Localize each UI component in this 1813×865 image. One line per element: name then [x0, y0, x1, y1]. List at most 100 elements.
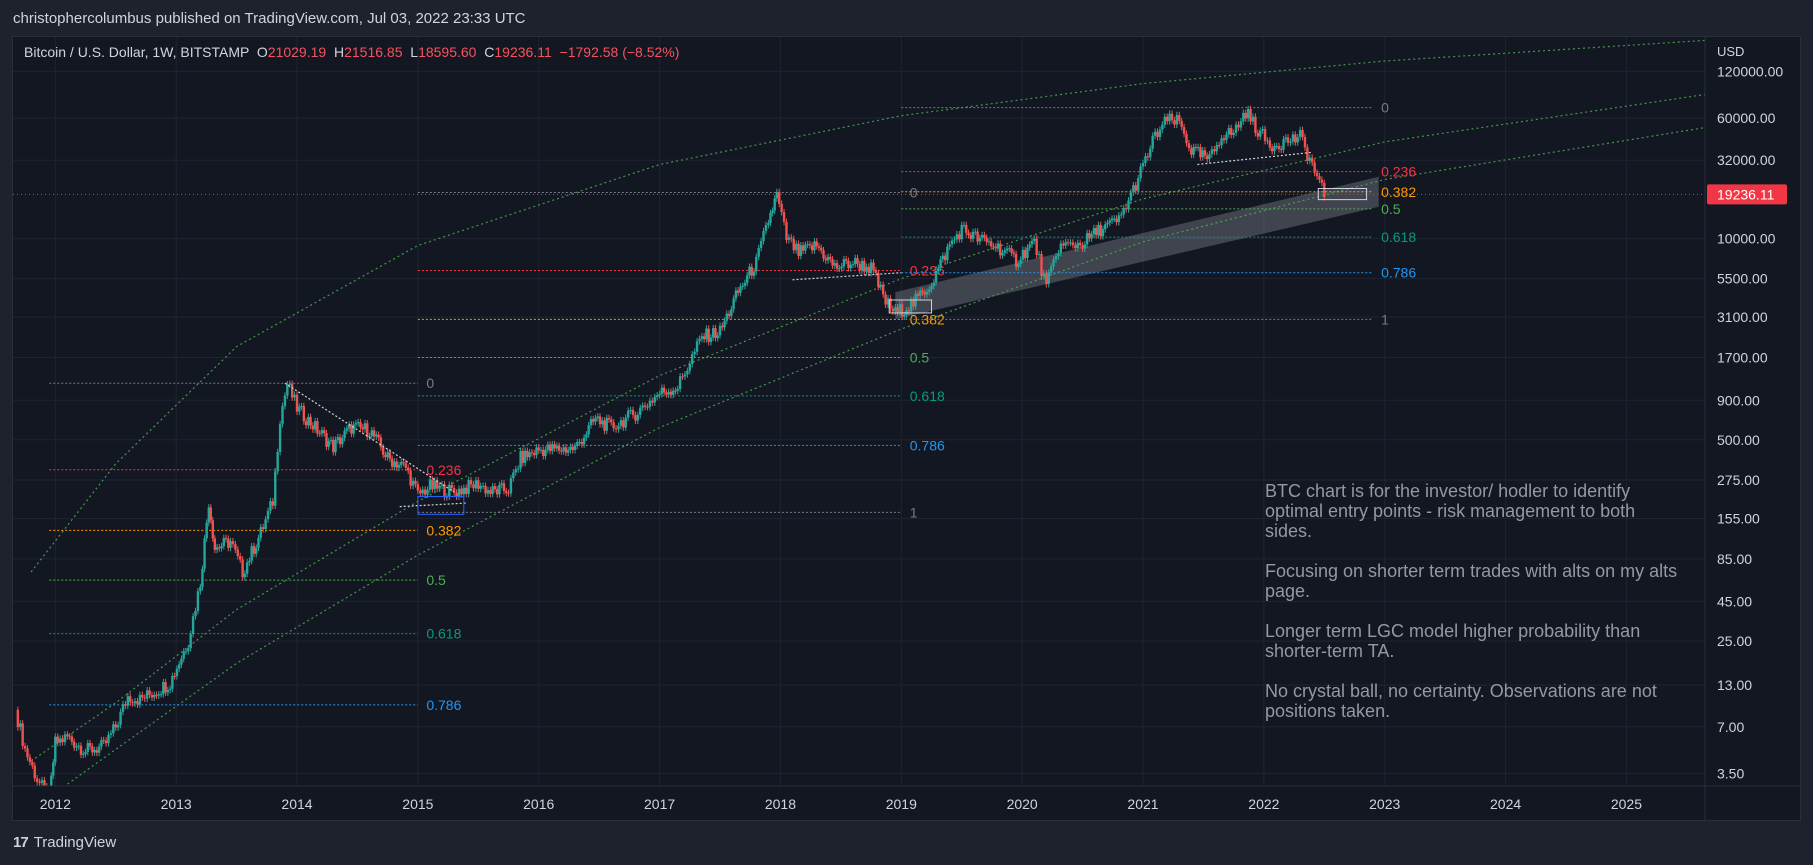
candle-body-534	[1259, 130, 1262, 137]
candle-body-255	[607, 417, 611, 420]
candle-body-310	[736, 290, 740, 293]
candle-body-559	[1318, 176, 1321, 180]
candle-body-91	[227, 538, 230, 548]
candle-body-204	[491, 486, 494, 494]
candle-body-183	[440, 484, 444, 486]
candle-body-409	[965, 224, 968, 233]
candle-body-374	[884, 294, 887, 305]
candle-body-358	[847, 260, 850, 269]
candle-body-165	[397, 464, 401, 468]
candle-body-415	[978, 237, 982, 242]
candle-body-164	[395, 461, 398, 468]
candle-body-34	[95, 749, 99, 753]
candle-body-377	[891, 308, 895, 312]
candle-body-198	[477, 480, 480, 489]
candle-body-433	[1019, 259, 1022, 264]
candle-body-498	[1173, 120, 1176, 125]
candle-body-11	[43, 780, 46, 786]
candle-body-229	[548, 444, 552, 451]
candle-body-495	[1165, 116, 1169, 122]
candle-body-64	[166, 690, 170, 693]
candle-body-371	[877, 272, 880, 287]
candle-body-540	[1273, 146, 1276, 152]
tradingview-logo[interactable]: 17 TradingView	[13, 834, 116, 851]
candle-body-243	[580, 442, 584, 445]
candle-body-252	[601, 420, 604, 425]
candle-body-295	[702, 336, 706, 340]
candle-body-214	[514, 469, 517, 473]
candle-body-547	[1289, 141, 1292, 143]
legend-close-label: C	[484, 44, 495, 60]
time-axis-tick-11: 2023	[1369, 796, 1400, 812]
candle-body-244	[582, 437, 586, 445]
price-axis-tick-12: 45.00	[1717, 594, 1752, 610]
candle-body-451	[1062, 243, 1065, 246]
candle-body-442	[1040, 254, 1043, 277]
candle-body-272	[648, 400, 652, 407]
candle-body-35	[97, 746, 101, 753]
candle-body-512	[1206, 155, 1209, 160]
candle-body-260	[619, 420, 623, 426]
price-axis-tick-4: 5500.00	[1717, 271, 1768, 287]
candle-body-40	[109, 733, 113, 735]
candle-body-275	[655, 395, 659, 398]
trend-line-3	[1197, 151, 1313, 166]
candle-body-385	[909, 299, 913, 312]
candle-body-330	[782, 212, 786, 222]
candle-body-273	[651, 400, 654, 403]
candle-body-337	[799, 245, 803, 256]
candle-body-480	[1129, 192, 1133, 201]
candle-body-241	[576, 442, 579, 446]
candle-body-297	[707, 328, 710, 343]
candle-body-412	[971, 231, 975, 239]
candle-body-238	[569, 446, 572, 451]
candle-body-475	[1117, 215, 1121, 223]
candle-body-45	[121, 704, 125, 712]
candle-body-304	[723, 320, 726, 328]
candle-body-126	[309, 416, 312, 426]
candle-body-31	[88, 743, 92, 747]
time-axis-tick-0: 2012	[40, 796, 71, 812]
candle-body-435	[1023, 249, 1027, 259]
candle-body-544	[1282, 139, 1285, 150]
candle-body-335	[794, 243, 798, 251]
candle-body-92	[229, 541, 232, 548]
candle-body-413	[974, 231, 977, 233]
candle-body-37	[102, 740, 105, 742]
candle-body-220	[528, 452, 531, 458]
candle-body-539	[1270, 147, 1274, 152]
candle-body-307	[730, 309, 733, 316]
candle-body-189	[455, 492, 458, 497]
note-paragraph-3: Longer term LGC model higher probability…	[1265, 621, 1641, 661]
candle-body-379	[896, 307, 899, 313]
candle-body-298	[709, 337, 713, 343]
price-axis-tick-5: 3100.00	[1717, 309, 1768, 325]
candle-body-3	[23, 746, 27, 749]
candle-body-431	[1014, 254, 1018, 267]
candle-body-314	[746, 275, 749, 283]
candle-body-552	[1301, 129, 1304, 137]
candle-body-270	[643, 405, 647, 407]
candle-body-93	[231, 541, 235, 545]
candle-body-106	[261, 527, 265, 529]
candle-body-524	[1234, 124, 1238, 133]
candle-body-561	[1323, 182, 1326, 198]
candle-body-443	[1042, 273, 1046, 277]
candle-body-557	[1313, 162, 1316, 173]
candle-body-484	[1139, 166, 1142, 179]
candle-body-62	[162, 682, 165, 695]
candle-body-286	[681, 376, 684, 378]
candle-body-88	[220, 546, 223, 549]
candle-body-103	[255, 547, 258, 554]
candle-body-280	[667, 391, 670, 395]
candle-body-224	[537, 447, 540, 451]
candle-body-187	[450, 484, 453, 489]
candle-body-548	[1291, 134, 1295, 142]
candle-body-494	[1163, 116, 1166, 125]
candle-body-430	[1012, 252, 1016, 255]
candle-body-327	[775, 191, 779, 199]
candle-body-401	[946, 246, 949, 261]
candle-body-350	[829, 256, 832, 260]
candle-body-287	[683, 374, 687, 377]
